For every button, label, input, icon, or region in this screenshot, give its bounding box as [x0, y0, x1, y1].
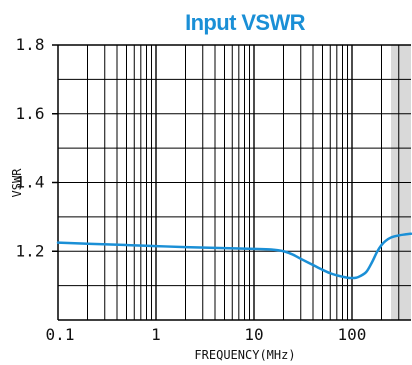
- x-tick-labels: 0.1 1 10 100: [46, 325, 367, 344]
- chart-title: Input VSWR: [185, 10, 306, 35]
- y-tick-label: 1.2: [16, 241, 45, 260]
- vswr-series-line: [56, 232, 412, 280]
- y-tick-labels: 1.2 1.4 1.6 1.8: [16, 35, 58, 260]
- grid-layer: [57, 44, 411, 321]
- x-tick-label: 0.1: [46, 325, 75, 344]
- x-axis-label: FREQUENCY(MHz): [194, 348, 295, 362]
- y-tick-label: 1.6: [16, 104, 45, 123]
- y-axis-label: VSWR: [10, 168, 24, 198]
- x-tick-label: 1: [151, 325, 161, 344]
- y-tick-label: 1.8: [16, 35, 45, 54]
- x-tick-label: 100: [338, 325, 367, 344]
- y-tick-label: 1.4: [16, 173, 45, 192]
- series-layer: [56, 232, 412, 280]
- x-tick-label: 10: [244, 325, 263, 344]
